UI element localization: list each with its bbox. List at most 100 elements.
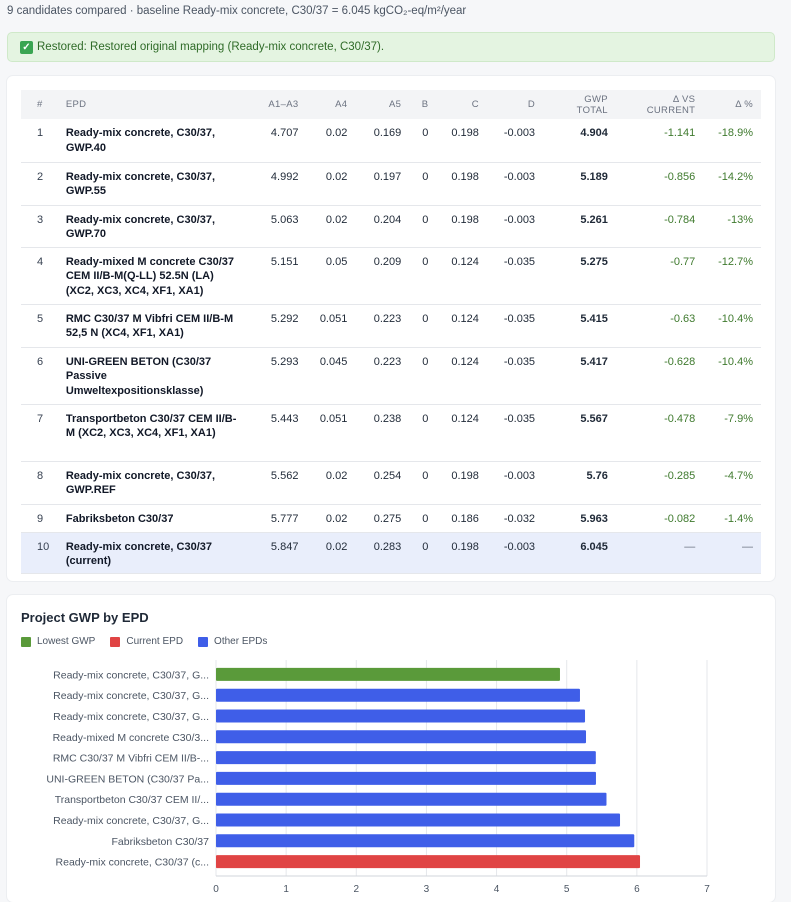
row-epd-name: UNI-GREEN BETON (C30/37 Passive Umweltex… (57, 347, 246, 405)
legend-swatch-current (110, 636, 121, 647)
bar-current (216, 855, 641, 869)
row-a4: 0.05 (306, 247, 356, 305)
row-b: 0 (409, 461, 437, 505)
row-a1a3: 5.292 (245, 304, 307, 348)
row-delta-pct: -12.7% (703, 247, 761, 305)
row-epd-name: Fabriksbeton C30/37 (57, 504, 246, 533)
row-a5: 0.275 (355, 504, 410, 533)
row-a1a3: 5.293 (245, 347, 307, 405)
row-a5: 0.223 (355, 304, 410, 348)
row-a1a3: 5.443 (245, 404, 307, 462)
x-tick-label: 7 (704, 884, 710, 895)
row-epd-name: Ready-mix concrete, C30/37 (current) (57, 532, 246, 574)
row-a5: 0.254 (355, 461, 410, 505)
row-a4: 0.045 (306, 347, 356, 405)
bar-other (216, 688, 580, 702)
row-delta-vs-current: -0.628 (615, 347, 704, 405)
row-b: 0 (409, 347, 437, 405)
x-tick-label: 4 (494, 884, 500, 895)
row-index: 2 (21, 162, 58, 206)
x-tick-label: 1 (283, 884, 289, 895)
y-category-label: Ready-mix concrete, C30/37, G... (53, 711, 209, 723)
comparison-summary: 9 candidates compared · baseline Ready-m… (7, 5, 467, 17)
table-row[interactable]: 2 Ready-mix concrete, C30/37, GWP.55 4.9… (21, 162, 761, 206)
table-row[interactable]: 3 Ready-mix concrete, C30/37, GWP.70 5.0… (21, 205, 761, 248)
row-gwp-total: 5.76 (543, 461, 616, 505)
gwp-chart-card: Project GWP by EPD Lowest GWP Current EP… (7, 595, 775, 902)
table-row[interactable]: 9 Fabriksbeton C30/37 5.777 0.02 0.275 0… (21, 504, 761, 533)
row-a5: 0.238 (355, 404, 410, 462)
row-delta-vs-current: -0.856 (615, 162, 704, 206)
row-a1a3: 5.063 (245, 205, 307, 248)
legend-item-other[interactable]: Other EPDs (198, 636, 267, 647)
row-d: -0.035 (486, 347, 544, 405)
row-a1a3: 5.777 (245, 504, 307, 533)
row-a5: 0.197 (355, 162, 410, 206)
bar-other (216, 771, 596, 785)
row-delta-vs-current: — (615, 532, 704, 574)
row-a5: 0.209 (355, 247, 410, 305)
row-gwp-total: 5.189 (543, 162, 616, 206)
col-header-delta-pct[interactable]: Δ % (735, 99, 753, 110)
bar-other (216, 730, 587, 744)
row-index: 5 (21, 304, 58, 348)
row-delta-pct: -10.4% (703, 347, 761, 405)
col-header-gwp-total[interactable]: GWP TOTAL (576, 93, 608, 116)
row-delta-pct: -4.7% (703, 461, 761, 505)
col-header-a1a3[interactable]: A1–A3 (268, 99, 299, 110)
row-a1a3: 5.562 (245, 461, 307, 505)
comparison-table: # EPD A1–A3 A4 A5 B C D GWP TOTAL Δ VS C… (21, 90, 761, 574)
table-row[interactable]: 7 Transportbeton C30/37 CEM II/B-M (XC2,… (21, 404, 761, 462)
table-row[interactable]: 1 Ready-mix concrete, C30/37, GWP.40 4.7… (21, 119, 761, 163)
row-d: -0.003 (486, 532, 544, 574)
col-header-d[interactable]: D (527, 99, 536, 110)
legend-swatch-lowest (21, 636, 31, 647)
table-header-row: # EPD A1–A3 A4 A5 B C D GWP TOTAL Δ VS C… (21, 90, 761, 119)
table-row[interactable]: 6 UNI-GREEN BETON (C30/37 Passive Umwelt… (21, 347, 761, 405)
x-tick-label: 5 (564, 884, 570, 895)
row-delta-vs-current: -0.784 (615, 205, 704, 248)
row-d: -0.003 (486, 162, 544, 206)
row-c: 0.198 (436, 162, 487, 206)
col-header-c[interactable]: C (471, 99, 479, 110)
row-gwp-total: 5.275 (543, 247, 616, 305)
row-gwp-total: 5.417 (543, 347, 616, 405)
y-category-label: Ready-mix concrete, C30/37, G... (53, 669, 209, 681)
row-index: 6 (21, 347, 58, 405)
row-c: 0.198 (436, 205, 487, 248)
y-category-label: Ready-mixed M concrete C30/3... (53, 732, 209, 744)
check-icon: ✓ (20, 40, 33, 54)
row-delta-pct: -14.2% (703, 162, 761, 206)
legend-item-current[interactable]: Current EPD (110, 636, 183, 647)
table-row[interactable]: 5 RMC C30/37 M Vibfri CEM II/B-M 52,5 N … (21, 304, 761, 348)
row-a5: 0.169 (355, 119, 410, 163)
row-gwp-total: 5.963 (543, 504, 616, 533)
row-index: 8 (21, 461, 58, 505)
row-a4: 0.02 (306, 461, 356, 505)
table-row-current[interactable]: 10 Ready-mix concrete, C30/37 (current) … (21, 532, 761, 574)
row-delta-vs-current: -0.082 (615, 504, 704, 533)
row-a4: 0.02 (306, 205, 356, 248)
row-epd-name: Ready-mix concrete, C30/37, GWP.REF (57, 461, 246, 505)
table-row[interactable]: 4 Ready-mixed M concrete C30/37 CEM II/B… (21, 247, 761, 305)
row-delta-vs-current: -0.63 (615, 304, 704, 348)
legend-item-lowest[interactable]: Lowest GWP (21, 636, 95, 647)
row-epd-name: Ready-mixed M concrete C30/37 CEM II/B-M… (57, 247, 246, 305)
y-category-label: Fabriksbeton C30/37 (112, 836, 210, 848)
col-header-a4[interactable]: A4 (335, 99, 348, 110)
col-header-a5[interactable]: A5 (389, 99, 402, 110)
bar-other (216, 813, 621, 827)
y-category-label: Ready-mix concrete, C30/37, G... (53, 815, 209, 827)
col-header-index[interactable]: # (37, 99, 43, 110)
row-b: 0 (409, 247, 437, 305)
x-tick-label: 2 (354, 884, 360, 895)
table-row[interactable]: 8 Ready-mix concrete, C30/37, GWP.REF 5.… (21, 461, 761, 505)
col-header-epd[interactable]: EPD (65, 99, 87, 110)
bar-other (216, 834, 635, 848)
col-header-b[interactable]: B (421, 99, 429, 110)
row-d: -0.032 (486, 504, 544, 533)
col-header-delta-vs-current[interactable]: Δ VS CURRENT (646, 93, 696, 116)
chart-legend: Lowest GWP Current EPD Other EPDs (21, 636, 282, 647)
row-delta-pct: -1.4% (703, 504, 761, 533)
row-c: 0.124 (436, 347, 487, 405)
